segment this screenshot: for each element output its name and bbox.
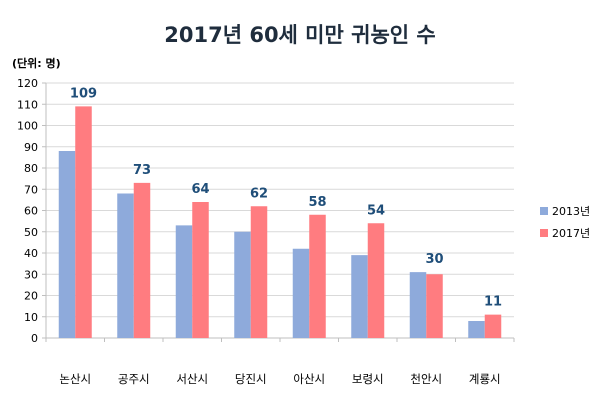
bar-2013년 bbox=[351, 255, 368, 338]
bar-2013년 bbox=[117, 193, 134, 338]
bar-2017년 bbox=[484, 314, 502, 338]
y-tick-label: 80 bbox=[24, 162, 38, 175]
x-tick-label: 계룡시 bbox=[469, 372, 501, 386]
y-tick-label: 40 bbox=[24, 247, 38, 260]
data-label: 11 bbox=[484, 295, 502, 310]
y-tick-label: 50 bbox=[24, 226, 38, 239]
gridlines bbox=[46, 82, 514, 339]
y-tick-label: 0 bbox=[31, 332, 38, 345]
legend-swatch bbox=[540, 229, 548, 237]
unit-label: (단위: 명) bbox=[12, 56, 61, 70]
data-labels: 109 73 64 62 58 54 30 11 bbox=[70, 86, 502, 309]
bar-2013년 bbox=[234, 231, 251, 338]
bar-2017년 bbox=[309, 214, 326, 338]
y-tick-label: 20 bbox=[24, 290, 38, 303]
y-tick-label: 70 bbox=[24, 183, 38, 196]
x-tick-label: 서산시 bbox=[176, 372, 208, 386]
data-label: 62 bbox=[250, 186, 268, 201]
y-axis: 0 10 20 30 40 50 60 70 80 90 100 110 120 bbox=[17, 77, 47, 345]
x-tick-label: 당진시 bbox=[235, 372, 267, 386]
x-tick-label: 논산시 bbox=[59, 372, 91, 386]
x-tick-label: 보령시 bbox=[352, 372, 384, 386]
legend: 2013년 2017년 bbox=[540, 205, 590, 240]
bar-2013년 bbox=[468, 321, 485, 338]
bars bbox=[58, 106, 502, 338]
y-tick-label: 90 bbox=[24, 141, 38, 154]
bar-2017년 bbox=[133, 182, 151, 338]
bar-2013년 bbox=[175, 225, 193, 338]
legend-label: 2013년 bbox=[552, 205, 590, 218]
bar-2017년 bbox=[192, 202, 209, 338]
y-tick-label: 110 bbox=[17, 98, 38, 111]
y-tick-label: 30 bbox=[24, 268, 38, 281]
legend-swatch bbox=[540, 207, 548, 215]
x-tick-label: 공주시 bbox=[118, 372, 150, 386]
bar-2017년 bbox=[75, 106, 92, 338]
data-label: 73 bbox=[133, 163, 151, 178]
x-tick-label: 천안시 bbox=[410, 372, 442, 386]
data-label: 109 bbox=[70, 86, 97, 101]
x-tick-label: 아산시 bbox=[293, 372, 325, 386]
y-tick-label: 10 bbox=[24, 311, 38, 324]
x-axis: 논산시 공주시 서산시 당진시 아산시 보령시 천안시 계룡시 bbox=[45, 338, 515, 386]
bar-2017년 bbox=[250, 206, 268, 338]
data-label: 54 bbox=[367, 203, 385, 218]
data-label: 58 bbox=[308, 195, 326, 210]
y-tick-label: 120 bbox=[17, 77, 38, 90]
bar-2013년 bbox=[292, 248, 310, 338]
bar-2017년 bbox=[426, 274, 443, 338]
data-label: 30 bbox=[425, 252, 443, 267]
chart-title: 2017년 60세 미만 귀농인 수 bbox=[164, 23, 435, 47]
legend-label: 2017년 bbox=[552, 227, 590, 240]
data-label: 64 bbox=[191, 182, 209, 197]
y-tick-label: 60 bbox=[24, 205, 38, 218]
bar-2013년 bbox=[409, 272, 427, 338]
y-tick-label: 100 bbox=[17, 120, 38, 133]
bar-2013년 bbox=[58, 151, 76, 338]
bar-2017년 bbox=[367, 223, 385, 338]
